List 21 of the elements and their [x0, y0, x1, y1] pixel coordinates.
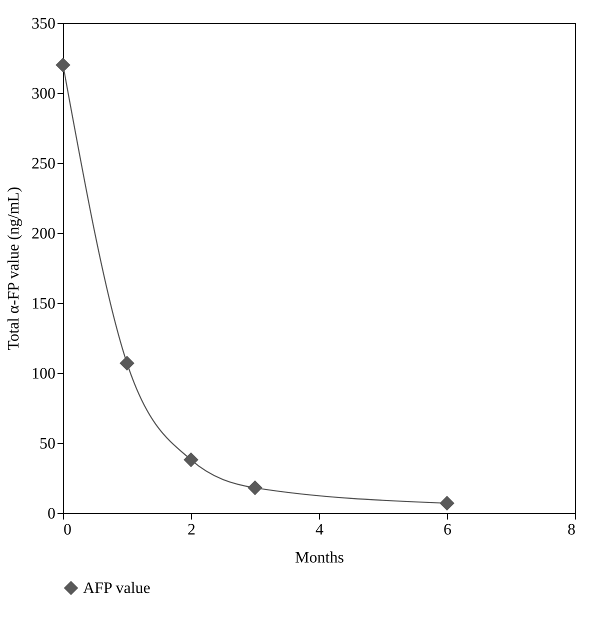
y-tick-label: 150 [32, 296, 56, 312]
point [440, 496, 454, 511]
point [184, 452, 198, 468]
x-tick-label: 0 [64, 522, 72, 538]
legend-label: AFP value [83, 580, 150, 597]
x-tick-label: 6 [444, 522, 452, 538]
y-axis-title: Total α-FP value (ng/mL) [6, 186, 22, 350]
x-tick-label: 4 [316, 522, 324, 538]
y-tick-label: 350 [32, 16, 56, 32]
y-tick-label: 0 [48, 506, 56, 522]
point [56, 58, 70, 72]
y-tick-label: 100 [32, 366, 56, 382]
x-axis-title: Months [295, 550, 344, 566]
x-tick-label: 2 [188, 522, 196, 538]
y-tick-label: 200 [32, 226, 56, 242]
point [248, 480, 262, 496]
y-tick-label: 300 [32, 86, 56, 102]
x-tick-label: 8 [568, 522, 576, 538]
y-tick-label: 250 [32, 156, 56, 172]
point [120, 356, 134, 371]
y-tick-label: 50 [40, 436, 56, 452]
